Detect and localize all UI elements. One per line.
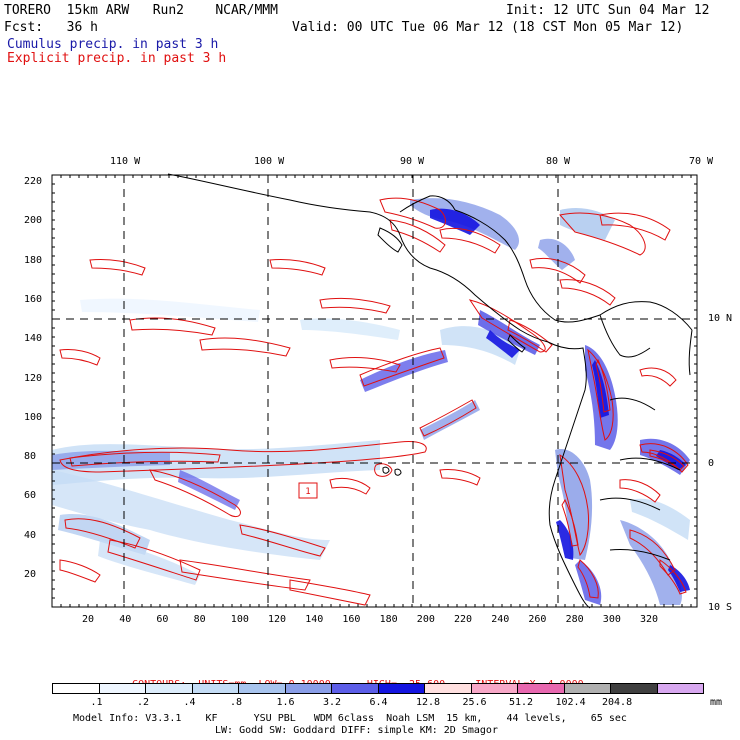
x-tick-label: 300	[602, 614, 621, 625]
lon-label-110w: 110 W	[110, 156, 141, 167]
x-tick-label: 100	[230, 614, 249, 625]
scale-swatch	[424, 683, 472, 694]
x-tick-label: 140	[305, 614, 324, 625]
init-time: Init: 12 UTC Sun 04 Mar 12	[506, 3, 710, 18]
x-tick-label: 20	[82, 614, 95, 625]
lat-label-10s: 10 S	[708, 602, 733, 613]
y-tick-label: 180	[24, 254, 43, 266]
lon-label-70w: 70 W	[689, 156, 714, 167]
lat-label-10n: 10 N	[708, 313, 733, 324]
station-marker	[298, 482, 318, 499]
scale-label: 25.6	[462, 697, 487, 708]
scale-swatch	[145, 683, 193, 694]
x-tick-label: 40	[119, 614, 132, 625]
scale-label: .1	[90, 697, 103, 708]
scale-swatch	[191, 683, 239, 694]
x-tick-label: 260	[528, 614, 547, 625]
scale-unit: mm	[710, 697, 723, 708]
cumulus-legend-text: Cumulus precip. in past 3 h	[7, 37, 219, 52]
scale-swatch	[52, 683, 100, 694]
station-marker-label: 1	[305, 487, 310, 497]
lon-label-90w: 90 W	[400, 156, 425, 167]
x-tick-label: 60	[156, 614, 169, 625]
scale-swatch	[517, 683, 565, 694]
x-tick-label: 320	[640, 614, 659, 625]
valid-time: Valid: 00 UTC Tue 06 Mar 12 (18 CST Mon …	[292, 20, 684, 35]
scale-label: 102.4	[555, 697, 586, 708]
axis-ticks	[51, 174, 697, 608]
y-tick-label: 80	[24, 451, 37, 463]
coastlines	[167, 173, 693, 609]
physics-info: LW: Godd SW: Goddard DIFF: simple KM: 2D…	[215, 725, 498, 736]
x-tick-label: 80	[193, 614, 206, 625]
scale-label: 6.4	[369, 697, 388, 708]
scale-swatch	[656, 683, 704, 694]
x-tick-label: 220	[454, 614, 473, 625]
forecast-hour: Fcst: 36 h	[4, 20, 98, 35]
scale-swatch	[563, 683, 611, 694]
x-tick-label: 240	[491, 614, 510, 625]
y-tick-label: 120	[24, 372, 43, 384]
explicit-legend-text: Explicit precip. in past 3 h	[7, 51, 227, 66]
model-title: TORERO 15km ARW Run2 NCAR/MMM	[4, 3, 278, 18]
scale-label: .8	[230, 697, 243, 708]
model-info: Model Info: V3.3.1 KF YSU PBL WDM 6class…	[73, 713, 627, 724]
scale-swatch	[470, 683, 518, 694]
y-tick-label: 140	[24, 333, 43, 345]
x-tick-label: 160	[342, 614, 361, 625]
scale-swatch	[610, 683, 658, 694]
x-tick-label: 280	[565, 614, 584, 625]
explicit-precip-contours	[59, 197, 689, 606]
lon-label-80w: 80 W	[546, 156, 571, 167]
scale-swatch	[284, 683, 332, 694]
scale-label: 204.8	[602, 697, 633, 708]
lat-label-0: 0	[708, 458, 715, 469]
scale-swatch	[377, 683, 425, 694]
y-tick-label: 160	[24, 293, 43, 305]
y-tick-label: 220	[24, 176, 43, 187]
scale-swatch	[98, 683, 146, 694]
scale-swatch	[331, 683, 379, 694]
y-tick-label: 20	[24, 569, 37, 580]
scale-label: .4	[183, 697, 196, 708]
scale-label: 3.2	[323, 697, 342, 708]
lat-lon-grid	[52, 175, 697, 607]
y-tick-label: 60	[24, 490, 37, 502]
precip-shading	[52, 198, 690, 605]
y-tick-label: 40	[24, 529, 37, 541]
x-tick-label: 200	[416, 614, 435, 625]
x-tick-label: 180	[379, 614, 398, 625]
scale-swatch	[238, 683, 286, 694]
x-tick-label: 120	[268, 614, 287, 625]
scale-label: 1.6	[276, 697, 295, 708]
y-tick-label: 100	[24, 411, 43, 423]
scale-label: .2	[137, 697, 150, 708]
y-tick-label: 200	[24, 215, 43, 227]
scale-label: 12.8	[416, 697, 441, 708]
lon-label-100w: 100 W	[254, 156, 285, 167]
scale-label: 51.2	[509, 697, 534, 708]
